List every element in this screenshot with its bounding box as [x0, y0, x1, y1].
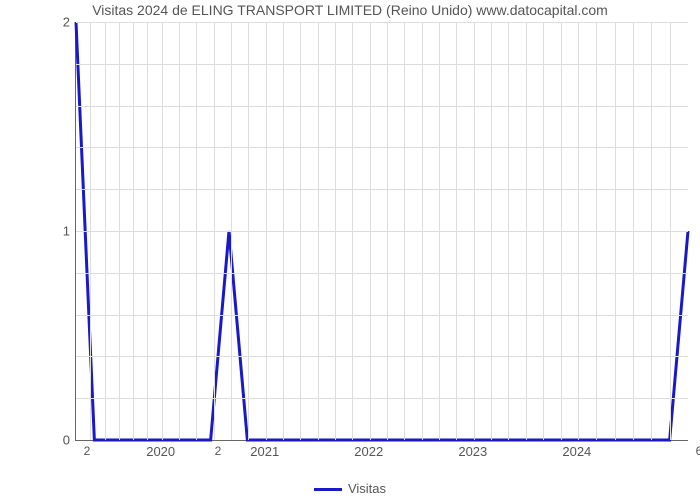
grid-line-v-minor [615, 22, 616, 440]
grid-line-v-minor [422, 22, 423, 440]
grid-line-v-minor [231, 22, 232, 440]
grid-line-v-minor [508, 22, 509, 440]
grid-line-v-minor [283, 22, 284, 440]
grid-line-v [162, 22, 163, 440]
grid-line-v [474, 22, 475, 440]
grid-line-v-minor [387, 22, 388, 440]
grid-line-v-minor [318, 22, 319, 440]
x-tick-label: 2022 [354, 444, 383, 459]
grid-line-v-minor [119, 22, 120, 440]
y-tick-label: 1 [50, 224, 70, 239]
grid-line-v-minor [526, 22, 527, 440]
grid-line-v-minor [543, 22, 544, 440]
grid-line-v-minor [439, 22, 440, 440]
grid-line-v-minor [670, 22, 671, 440]
x-tick-label: 2021 [250, 444, 279, 459]
grid-line-v-minor [633, 22, 634, 440]
grid-line-v [370, 22, 371, 440]
grid-line-v-minor [561, 22, 562, 440]
grid-line-v [266, 22, 267, 440]
grid-line-v-minor [214, 22, 215, 440]
grid-line-v-minor [456, 22, 457, 440]
y-tick-label: 0 [50, 433, 70, 448]
grid-line-v [578, 22, 579, 440]
grid-line-v-minor [491, 22, 492, 440]
grid-line-v-minor [179, 22, 180, 440]
grid-line-v-minor [105, 22, 106, 440]
x-tick-label: 2020 [146, 444, 175, 459]
grid-line-v-minor [404, 22, 405, 440]
grid-line-v-minor [335, 22, 336, 440]
grid-line-v-minor [90, 22, 91, 440]
x-tick-label: 2024 [562, 444, 591, 459]
chart-title: Visitas 2024 de ELING TRANSPORT LIMITED … [0, 2, 700, 18]
data-point-label: 2 [84, 444, 91, 458]
grid-line-v-minor [352, 22, 353, 440]
data-point-label: 6 [696, 444, 700, 458]
grid-line-v-minor [300, 22, 301, 440]
grid-line-v-minor [651, 22, 652, 440]
legend-label: Visitas [348, 481, 386, 496]
grid-line-v-minor [196, 22, 197, 440]
grid-line-v-minor [147, 22, 148, 440]
grid-line-v-minor [596, 22, 597, 440]
grid-line-v-minor [248, 22, 249, 440]
legend: Visitas [0, 481, 700, 496]
grid-line-v-minor [133, 22, 134, 440]
plot-area [75, 22, 688, 441]
legend-swatch [314, 488, 342, 491]
y-tick-label: 2 [50, 15, 70, 30]
data-point-label: 2 [215, 444, 222, 458]
x-tick-label: 2023 [458, 444, 487, 459]
